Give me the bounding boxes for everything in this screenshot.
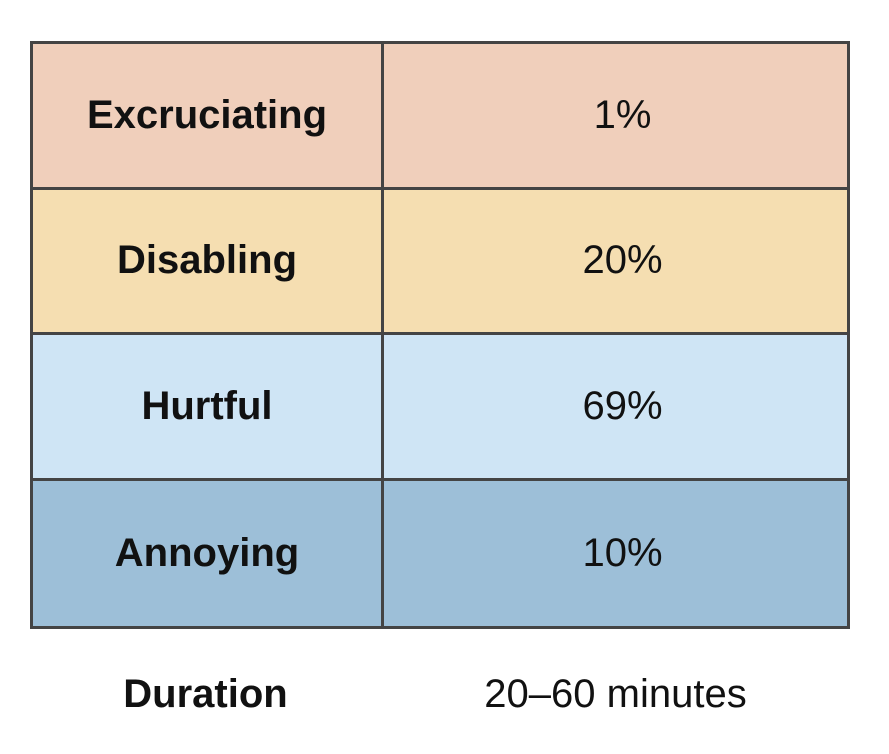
duration-row: Duration 20–60 minutes	[30, 664, 850, 724]
duration-value: 20–60 minutes	[484, 671, 747, 716]
row-value-hurtful: 69%	[384, 335, 847, 481]
row-label-hurtful: Hurtful	[33, 335, 384, 481]
row-label-annoying: Annoying	[33, 480, 384, 626]
row-label-disabling: Disabling	[33, 189, 384, 335]
row-value-excruciating: 1%	[384, 44, 847, 190]
row-value-disabling: 20%	[384, 189, 847, 335]
row-label-excruciating: Excruciating	[33, 44, 384, 190]
pain-severity-table: Excruciating 1% Disabling 20% Hurtful 69…	[30, 41, 850, 629]
row-value-annoying: 10%	[384, 480, 847, 626]
duration-label: Duration	[123, 671, 288, 716]
